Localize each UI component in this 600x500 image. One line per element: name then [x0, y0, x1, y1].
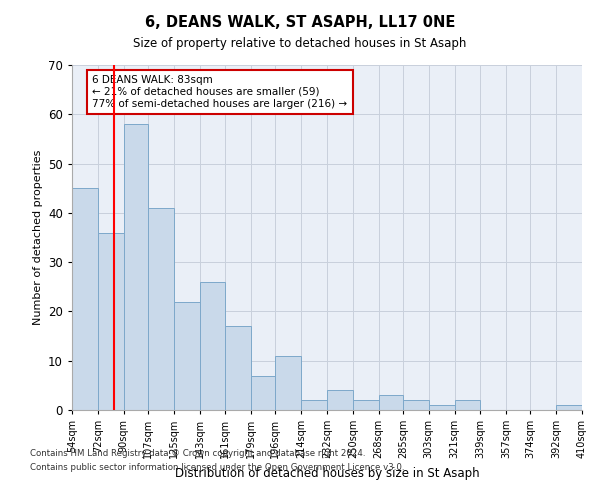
Bar: [455, 400, 480, 410]
Bar: [379, 395, 403, 410]
Text: Contains public sector information licensed under the Open Government Licence v3: Contains public sector information licen…: [30, 464, 404, 472]
Bar: [353, 400, 379, 410]
Bar: [556, 405, 582, 410]
Bar: [199, 282, 225, 410]
Text: 6 DEANS WALK: 83sqm
← 21% of detached houses are smaller (59)
77% of semi-detach: 6 DEANS WALK: 83sqm ← 21% of detached ho…: [92, 76, 347, 108]
Bar: [251, 376, 275, 410]
Bar: [275, 356, 301, 410]
Bar: [301, 400, 327, 410]
Bar: [98, 232, 124, 410]
Bar: [403, 400, 429, 410]
Bar: [124, 124, 148, 410]
Bar: [327, 390, 353, 410]
Text: Size of property relative to detached houses in St Asaph: Size of property relative to detached ho…: [133, 38, 467, 51]
Text: 6, DEANS WALK, ST ASAPH, LL17 0NE: 6, DEANS WALK, ST ASAPH, LL17 0NE: [145, 15, 455, 30]
Bar: [429, 405, 455, 410]
Bar: [72, 188, 98, 410]
Y-axis label: Number of detached properties: Number of detached properties: [32, 150, 43, 325]
Bar: [148, 208, 174, 410]
Text: Contains HM Land Registry data © Crown copyright and database right 2024.: Contains HM Land Registry data © Crown c…: [30, 448, 365, 458]
Bar: [225, 326, 251, 410]
Bar: [174, 302, 199, 410]
X-axis label: Distribution of detached houses by size in St Asaph: Distribution of detached houses by size …: [175, 466, 479, 479]
